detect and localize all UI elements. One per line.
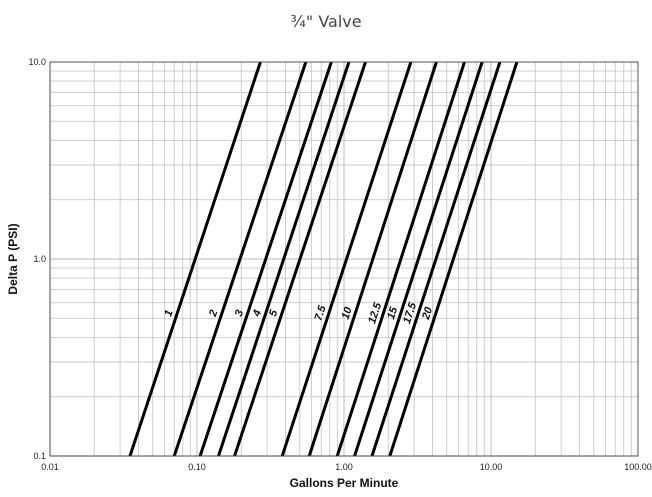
x-tick-labels: 0.01 0.10 1.00 10.00 100.00 (41, 462, 652, 472)
y-tick-label: 10.0 (28, 57, 46, 67)
curve-label: 4 (251, 308, 265, 319)
curve-line (370, 61, 502, 457)
curve-line (307, 61, 438, 457)
y-tick-label: 1.0 (33, 254, 46, 264)
curve-line (388, 61, 519, 457)
plot-frame (49, 61, 639, 457)
curve-labels: 1 2 3 4 5 7.5 10 12.5 15 17.5 20 (162, 300, 435, 325)
x-tick-label: 0.10 (188, 462, 206, 472)
x-tick-label: 10.00 (480, 462, 503, 472)
chart-title: ¾" Valve (290, 12, 362, 31)
curve-label: 7.5 (313, 303, 329, 322)
curve-label: 15 (385, 305, 400, 321)
x-tick-label: 0.01 (41, 462, 59, 472)
grid (49, 62, 638, 457)
curve-label: 20 (420, 305, 436, 322)
curve-line (172, 61, 308, 457)
curve-label: 1 (162, 308, 175, 318)
curve-line (353, 61, 484, 457)
y-tick-label: 0.1 (33, 451, 46, 461)
x-axis-label: Gallons Per Minute (290, 476, 399, 490)
curve-line (217, 61, 351, 457)
y-axis-label: Delta P (PSI) (6, 223, 20, 294)
curves (128, 61, 519, 457)
curve-line (198, 61, 333, 457)
x-tick-label: 100.00 (624, 462, 652, 472)
curve-line (128, 61, 262, 457)
curve-label: 2 (207, 308, 221, 319)
curve-line (335, 61, 466, 457)
x-tick-label: 1.00 (335, 462, 353, 472)
curve-label: 10 (340, 305, 355, 321)
curve-label: 5 (267, 308, 281, 318)
curve-line (280, 61, 413, 457)
curve-label: 3 (233, 308, 246, 318)
curve-line (233, 61, 367, 457)
y-tick-labels: 0.1 1.0 10.0 (28, 57, 46, 461)
